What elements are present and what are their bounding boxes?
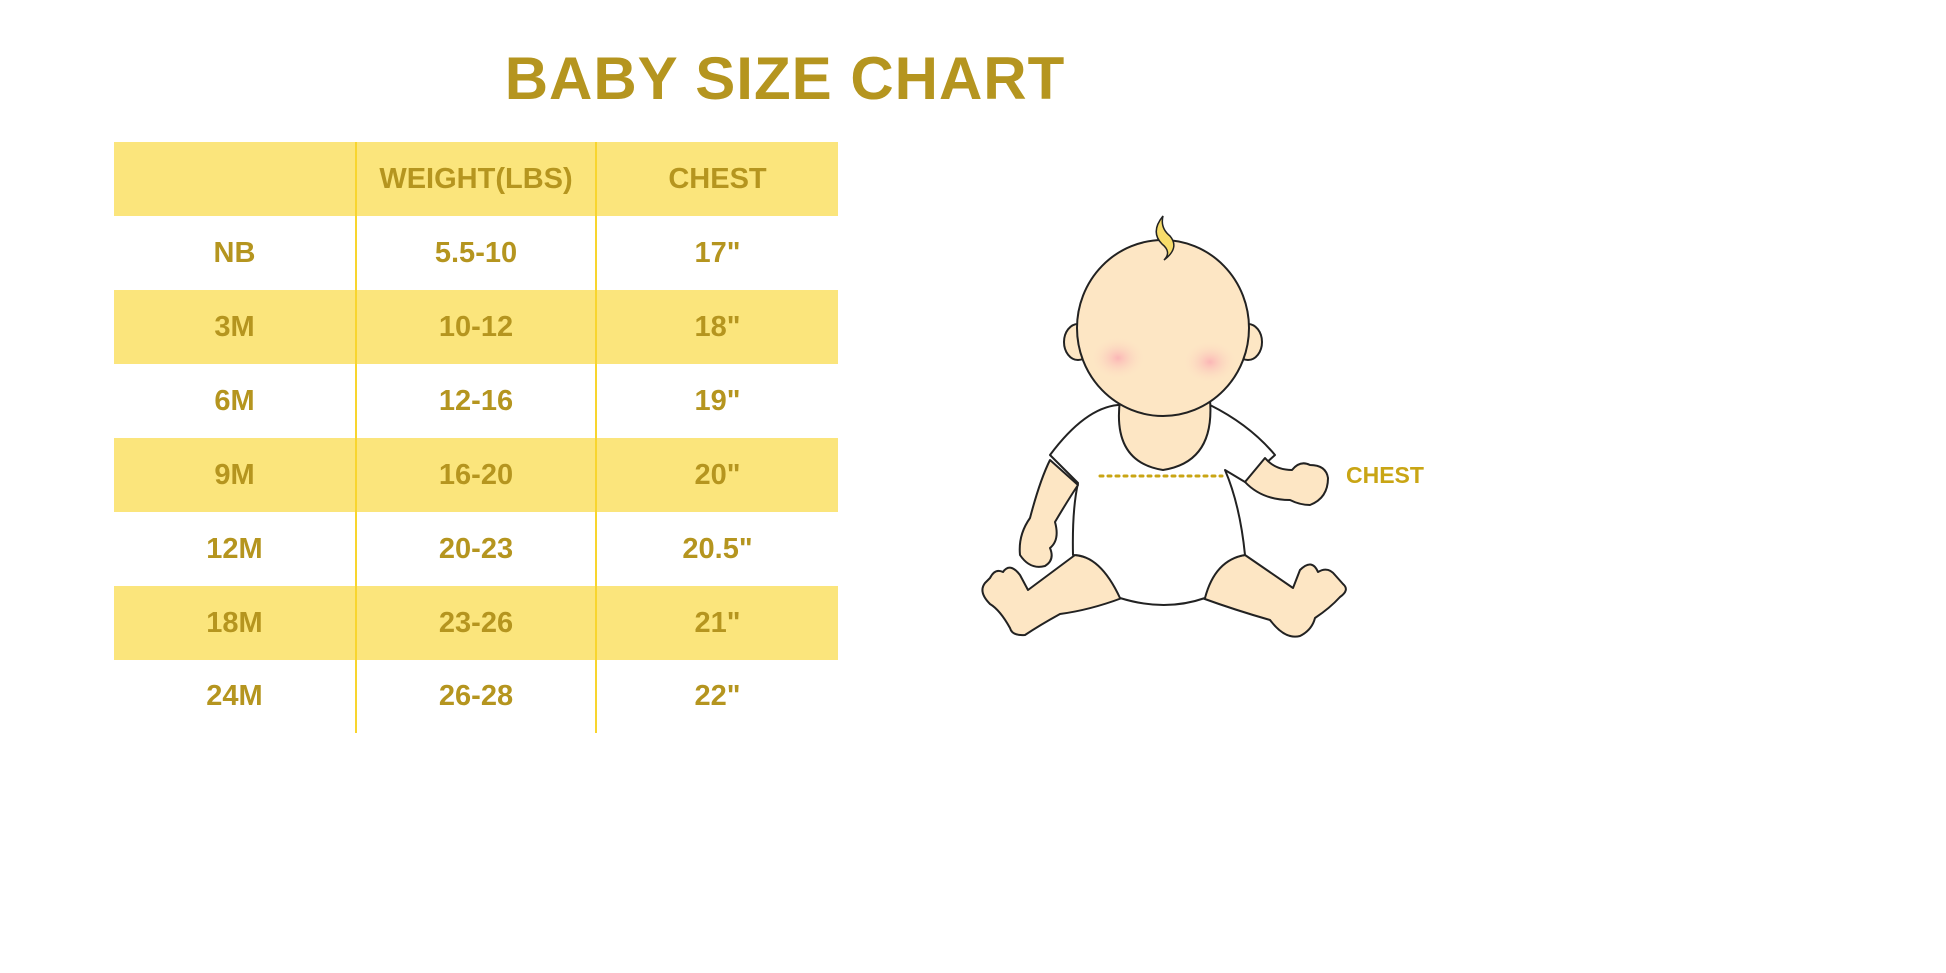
table-row: 9M 16-20 20"	[114, 438, 838, 512]
cell-chest: 19"	[694, 384, 741, 417]
cell-chest: 22"	[694, 680, 741, 712]
left-leg	[981, 554, 1123, 637]
cell-weight: 10-12	[355, 290, 597, 364]
table-row: 3M 10-12 18"	[114, 290, 838, 364]
cell-weight: 20-23	[355, 512, 597, 586]
page-title: BABY SIZE CHART	[504, 45, 1066, 112]
cell-weight: 5.5-10	[355, 216, 597, 290]
cell-chest: 20"	[694, 458, 741, 491]
table-row: 12M 20-23 20.5"	[114, 512, 838, 586]
table-row: 18M 23-26 21"	[114, 586, 838, 660]
cell-chest: 21"	[694, 606, 741, 639]
cell-size: 24M	[206, 680, 263, 712]
size-table: WEIGHT(LBS) CHEST NB 5.5-10 17" 3M 10-12 18" 6…	[114, 142, 838, 733]
cell-chest: 18"	[694, 310, 741, 343]
table-row: NB 5.5-10 17"	[114, 216, 838, 290]
cell-weight: 23-26	[355, 586, 597, 660]
neck	[1118, 399, 1212, 471]
cell-size: 6M	[214, 384, 255, 417]
chest-label: CHEST	[1346, 462, 1424, 488]
cell-weight: 12-16	[355, 364, 597, 438]
cell-chest: 17"	[694, 236, 741, 269]
cell-size: 12M	[206, 532, 263, 565]
table-row: 6M 12-16 19"	[114, 364, 838, 438]
table-row: 24M 26-28 22"	[114, 660, 838, 733]
cell-size: 9M	[214, 458, 255, 491]
right-leg	[1201, 554, 1347, 638]
cell-chest: 20.5"	[682, 532, 753, 565]
cell-weight: 26-28	[355, 660, 597, 733]
head	[1076, 239, 1250, 417]
cell-weight: 16-20	[355, 438, 597, 512]
header-cell-chest: CHEST	[668, 162, 767, 195]
hair-curl	[1155, 215, 1175, 261]
cell-size: 3M	[214, 310, 255, 343]
table-header-row: WEIGHT(LBS) CHEST	[114, 142, 838, 216]
header-cell-weight: WEIGHT(LBS)	[355, 142, 597, 216]
cell-size: NB	[213, 236, 256, 269]
cell-size: 18M	[206, 606, 263, 639]
right-arm	[1244, 457, 1329, 506]
left-arm	[1018, 459, 1079, 568]
